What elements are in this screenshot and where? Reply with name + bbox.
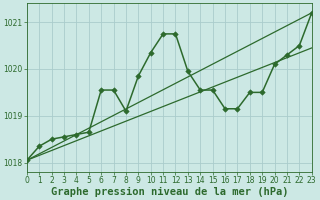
X-axis label: Graphe pression niveau de la mer (hPa): Graphe pression niveau de la mer (hPa) bbox=[51, 186, 288, 197]
